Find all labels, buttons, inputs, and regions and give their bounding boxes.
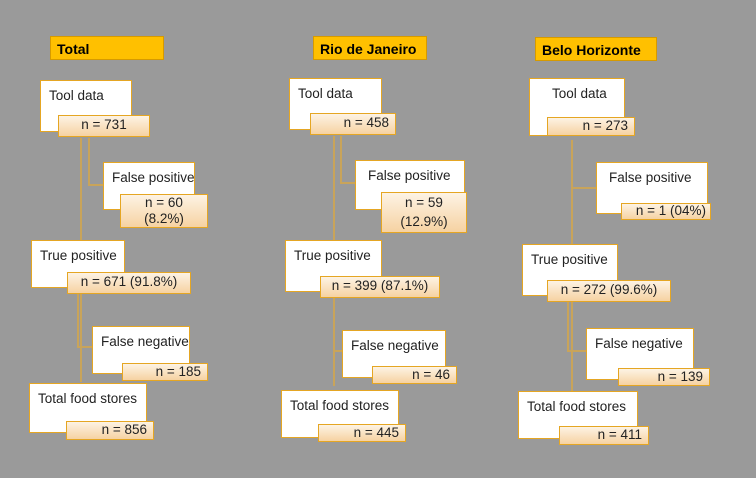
false-negative-count-text: n = 139: [657, 369, 703, 384]
fn-branch: [77, 346, 94, 348]
total-food-stores-count: n = 411: [559, 426, 649, 445]
false-positive-count-line1: n = 60: [145, 195, 183, 210]
true-positive-count: n = 399 (87.1%): [320, 276, 440, 298]
tool-data-label: Tool data: [298, 86, 353, 101]
false-negative-count-text: n = 185: [155, 364, 201, 379]
total-food-stores-count-text: n = 856: [101, 422, 147, 437]
fn-connector: [567, 302, 569, 352]
fn-branch: [567, 350, 586, 352]
tool-data-label: Tool data: [49, 88, 104, 103]
panel-title: Rio de Janeiro: [313, 36, 427, 60]
total-food-stores-count-text: n = 445: [353, 425, 399, 440]
panel-title: Total: [50, 36, 164, 60]
fn-connector: [333, 300, 335, 352]
tool-data-count-text: n = 273: [582, 118, 628, 133]
false-positive-count: n = 1 (04%): [621, 203, 711, 220]
total-food-stores-label: Total food stores: [38, 391, 138, 406]
tool-data-box: Tool data: [40, 80, 132, 132]
false-positive-label: False positive: [112, 170, 195, 185]
fp-connector: [340, 136, 342, 184]
true-positive-label: True positive: [531, 252, 608, 267]
false-positive-count-line2: (8.2%): [144, 211, 184, 226]
fp-branch: [88, 184, 104, 186]
fp-branch: [571, 187, 597, 189]
false-negative-count: n = 185: [122, 363, 208, 381]
false-negative-count-text: n = 46: [412, 367, 450, 382]
true-positive-label: True positive: [294, 248, 371, 263]
total-food-stores-count-text: n = 411: [597, 427, 642, 442]
false-positive-count-line1: n = 59: [405, 195, 443, 210]
false-positive-count-line2: (12.9%): [400, 214, 448, 229]
false-negative-count: n = 139: [618, 368, 710, 386]
false-positive-label: False positive: [609, 170, 692, 185]
true-positive-label: True positive: [40, 248, 117, 263]
fn-branch: [333, 350, 344, 352]
false-negative-count: n = 46: [372, 366, 457, 384]
total-food-stores-count: n = 445: [318, 424, 406, 442]
false-negative-label: False negative: [351, 338, 439, 353]
tool-data-count: n = 731: [58, 115, 150, 137]
total-food-stores-label: Total food stores: [527, 399, 627, 414]
false-positive-count: n = 59 (12.9%): [381, 192, 467, 233]
tool-data-count-text: n = 458: [343, 115, 389, 130]
total-food-stores-label: Total food stores: [290, 398, 390, 413]
false-positive-label: False positive: [368, 168, 451, 183]
tool-data-label: Tool data: [552, 86, 607, 101]
fp-branch: [340, 182, 356, 184]
tool-data-count: n = 273: [547, 117, 635, 136]
false-positive-count-text: n = 1 (04%): [635, 203, 706, 218]
false-positive-count: n = 60 (8.2%): [120, 194, 208, 228]
fn-connector: [77, 294, 79, 348]
false-negative-label: False negative: [595, 336, 683, 351]
false-negative-label: False negative: [101, 334, 189, 349]
true-positive-count: n = 671 (91.8%): [67, 272, 191, 294]
panel-title: Belo Horizonte: [535, 37, 657, 61]
total-food-stores-count: n = 856: [66, 421, 154, 440]
fp-connector: [88, 138, 90, 186]
true-positive-count: n = 272 (99.6%): [547, 280, 671, 302]
tool-data-count: n = 458: [310, 113, 396, 135]
